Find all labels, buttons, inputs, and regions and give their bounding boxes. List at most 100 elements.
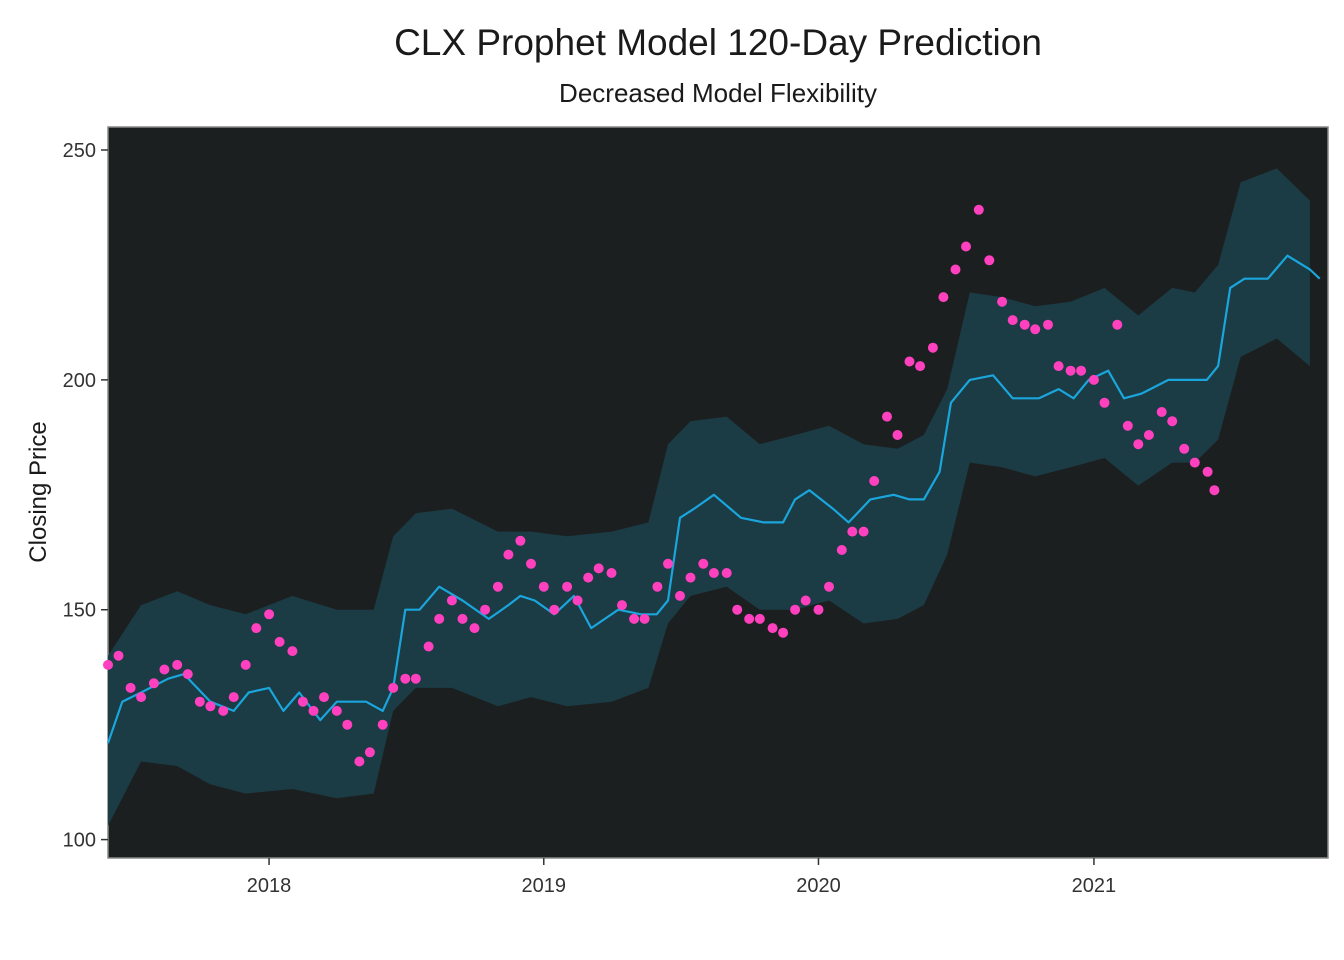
- observed-point: [562, 581, 573, 592]
- observed-point: [354, 756, 365, 767]
- observed-point: [1167, 416, 1178, 427]
- observed-point: [984, 255, 995, 266]
- observed-point: [744, 613, 755, 624]
- observed-point: [136, 692, 147, 703]
- observed-point: [892, 430, 903, 440]
- observed-point: [113, 650, 124, 661]
- forecast-line-layer: [106, 254, 1321, 744]
- observed-point: [813, 604, 824, 615]
- observed-point: [836, 545, 847, 555]
- observed-point: [1209, 485, 1220, 496]
- observed-point: [1076, 365, 1087, 376]
- observed-point: [400, 673, 411, 684]
- y-tick-label: 200: [63, 370, 96, 392]
- x-tick-label: 2018: [247, 875, 292, 897]
- observed-points-layer: [103, 204, 1220, 767]
- observed-point: [469, 623, 480, 634]
- observed-point: [685, 572, 696, 583]
- observed-point: [194, 696, 205, 707]
- observed-point: [1065, 365, 1076, 376]
- observed-point: [639, 613, 650, 624]
- observed-point: [606, 568, 617, 578]
- observed-point: [287, 646, 298, 657]
- observed-point: [1143, 430, 1154, 440]
- y-tick-label: 150: [63, 600, 96, 622]
- observed-point: [824, 581, 834, 592]
- observed-point: [228, 692, 239, 703]
- observed-point: [652, 581, 663, 592]
- observed-point: [423, 641, 434, 652]
- observed-point: [205, 701, 216, 712]
- observed-point: [297, 696, 308, 707]
- observed-point: [1019, 319, 1030, 330]
- observed-point: [708, 568, 719, 578]
- observed-point: [732, 604, 743, 615]
- observed-point: [342, 719, 353, 730]
- observed-point: [434, 613, 445, 624]
- observed-point: [159, 664, 170, 675]
- observed-point: [240, 659, 251, 670]
- observed-point: [698, 558, 709, 569]
- forecast-line: [106, 254, 1321, 744]
- observed-point: [182, 669, 193, 680]
- observed-point: [938, 292, 949, 303]
- observed-point: [961, 241, 971, 252]
- observed-point: [492, 581, 503, 592]
- observed-point: [721, 568, 732, 578]
- observed-point: [1007, 315, 1018, 326]
- observed-point: [629, 613, 640, 624]
- y-tick-label: 100: [63, 830, 96, 852]
- observed-point: [847, 526, 858, 537]
- observed-point: [927, 342, 938, 353]
- observed-point: [663, 558, 673, 569]
- observed-point: [218, 705, 229, 716]
- observed-point: [1189, 457, 1200, 468]
- observed-point: [331, 705, 342, 716]
- observed-point: [319, 692, 329, 703]
- x-tick-label: 2019: [522, 875, 567, 897]
- observed-point: [1088, 374, 1099, 385]
- observed-point: [1043, 319, 1053, 330]
- observed-point: [549, 604, 560, 615]
- observed-point: [1202, 466, 1213, 477]
- observed-point: [410, 673, 421, 684]
- observed-point: [308, 705, 319, 716]
- observed-point: [754, 613, 765, 624]
- observed-point: [572, 595, 583, 606]
- observed-point: [997, 296, 1008, 307]
- observed-point: [858, 526, 869, 537]
- observed-point: [538, 581, 549, 592]
- observed-point: [778, 627, 789, 638]
- chart-title: CLX Prophet Model 120-Day Prediction: [394, 22, 1042, 63]
- observed-point: [800, 595, 811, 606]
- observed-point: [1112, 319, 1123, 330]
- observed-point: [251, 623, 262, 634]
- observed-point: [1133, 439, 1144, 450]
- observed-point: [593, 563, 604, 574]
- observed-point: [515, 535, 526, 546]
- observed-point: [446, 595, 457, 606]
- observed-point: [1030, 324, 1041, 335]
- observed-point: [503, 549, 514, 560]
- observed-point: [869, 476, 880, 486]
- observed-point: [617, 600, 627, 611]
- observed-point: [480, 604, 491, 615]
- observed-point: [148, 678, 159, 689]
- observed-point: [377, 719, 388, 730]
- observed-point: [1099, 397, 1110, 408]
- observed-point: [264, 609, 275, 620]
- x-tick-label: 2020: [796, 875, 841, 897]
- observed-point: [790, 604, 801, 615]
- observed-point: [1179, 443, 1190, 454]
- observed-point: [583, 572, 594, 583]
- chart-subtitle: Decreased Model Flexibility: [559, 78, 877, 108]
- observed-point: [172, 659, 183, 670]
- observed-point: [125, 682, 136, 693]
- observed-point: [915, 361, 926, 372]
- observed-point: [103, 659, 113, 670]
- observed-point: [274, 636, 285, 647]
- axes-layer: 2018 2019 2020 2021 100 150 200 250: [63, 140, 1117, 897]
- y-tick-label: 250: [63, 140, 96, 162]
- observed-point: [1122, 420, 1133, 431]
